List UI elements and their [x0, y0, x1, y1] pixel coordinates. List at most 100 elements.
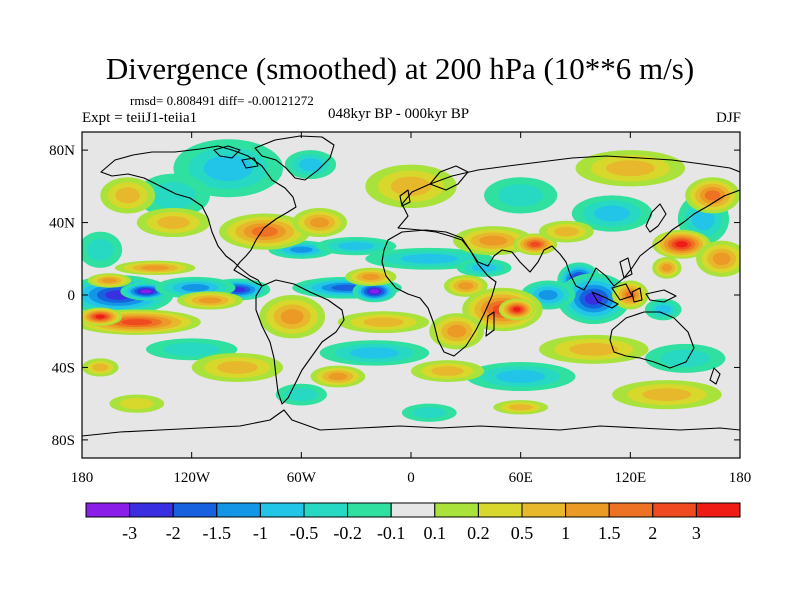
contour-band: [121, 319, 153, 326]
x-tick-label: 180: [71, 470, 94, 486]
field-anomaly-55: [410, 360, 485, 382]
field-anomaly-34: [345, 267, 397, 286]
contour-band: [157, 216, 190, 229]
field-anomaly-33: [292, 208, 348, 238]
colorbar-swatch: [608, 502, 654, 518]
contour-band: [594, 205, 630, 222]
x-tick-label: 120E: [614, 470, 646, 486]
contour-band: [310, 217, 330, 228]
contour-band: [447, 324, 467, 338]
field-anomaly-51: [100, 177, 156, 214]
contour-band: [479, 235, 508, 246]
field-anomaly-56: [538, 334, 649, 364]
y-tick-label: 40N: [49, 216, 75, 232]
colorbar-label: 0.1: [424, 523, 447, 543]
contour-band: [101, 278, 118, 284]
y-tick-label: 80N: [49, 143, 75, 159]
colorbar-label: -0.1: [377, 523, 406, 543]
x-tick-label: 60W: [287, 470, 317, 486]
field-anomaly-24: [145, 338, 238, 361]
colorbar-swatch: [390, 502, 436, 518]
colorbar-swatch: [303, 502, 349, 518]
field-anomaly-50: [365, 164, 457, 209]
field-anomaly-14: [571, 195, 653, 232]
coastline-indonesia: [591, 257, 677, 309]
field-anomaly-58: [493, 400, 549, 415]
contour-band: [538, 290, 558, 300]
field-anomaly-44: [612, 280, 649, 310]
contour-band: [431, 366, 464, 376]
coastline-south-america: [255, 279, 345, 405]
colorbar-label: -0.2: [333, 523, 362, 543]
coastline-antarctica: [82, 409, 740, 437]
field-anomaly-48: [685, 177, 740, 214]
divergence-field: [82, 132, 740, 458]
coastline-british-isles: [399, 189, 411, 207]
coastline-japan: [645, 203, 667, 233]
contour-band: [328, 372, 348, 381]
contour-band: [115, 187, 140, 204]
field-anomaly-29: [177, 291, 243, 310]
colorbar-swatch: [477, 502, 523, 518]
contour-band: [338, 242, 375, 251]
colorbar-label: 1: [561, 523, 570, 543]
field-anomaly-36: [337, 311, 430, 334]
field-anomaly-43: [538, 220, 594, 243]
field-anomaly-30: [114, 260, 196, 276]
field-anomaly-1: [120, 282, 172, 301]
contour-band: [412, 407, 447, 419]
contour-band: [119, 398, 154, 410]
coastline-arctic-islands: [213, 145, 259, 169]
x-tick-label: 120W: [173, 470, 211, 486]
contour-band: [513, 307, 521, 312]
contour-band: [400, 253, 458, 264]
contour-band: [181, 283, 210, 292]
field-anomaly-19: [484, 177, 558, 214]
contour-band: [141, 265, 170, 271]
contour-band: [458, 282, 474, 290]
colorbar-swatch: [216, 502, 261, 518]
y-tick-label: 80S: [52, 433, 75, 449]
y-tick-label: 40S: [52, 360, 75, 376]
colorbar-swatch: [565, 502, 610, 518]
contour-band: [198, 297, 222, 304]
contour-band: [498, 184, 544, 207]
contour-band: [675, 241, 688, 248]
stats-line: rmsd= 0.808491 diff= -0.00121272: [130, 93, 314, 108]
x-tick-label: 180: [729, 470, 752, 486]
colorbar-label: -1: [253, 523, 268, 543]
coastlines: [82, 135, 740, 437]
field-anomaly-59: [109, 394, 165, 413]
contour-band: [285, 387, 318, 402]
field-anomaly-39: [429, 313, 485, 350]
field-anomaly-41: [453, 226, 534, 256]
field-anomaly-45: [652, 256, 682, 279]
field-anomaly-49: [575, 150, 686, 187]
colorbar: -3 -2 -1.5 -1 -0.5 -0.2 -0.1 0.1 0.2 0.5 1 1.5 2 3: [85, 502, 741, 543]
field-anomaly-21: [319, 340, 430, 366]
colorbar-swatch: [521, 502, 567, 518]
field-anomaly-7: [315, 237, 397, 256]
contour-band: [369, 289, 380, 294]
field-anomaly-46: [652, 229, 711, 259]
contour-band: [605, 160, 655, 177]
field-anomaly-11: [557, 273, 631, 325]
x-tick-label: 60E: [509, 470, 533, 486]
contour-band: [363, 317, 404, 327]
contour-band: [554, 226, 579, 237]
contour-band: [150, 181, 196, 209]
colorbar-label: 0.5: [511, 523, 534, 543]
contour-band: [529, 241, 541, 247]
contour-band: [217, 361, 258, 374]
colorbar-label: 2: [648, 523, 657, 543]
contour-band: [92, 363, 109, 372]
field-anomaly-32: [219, 213, 311, 250]
field-anomaly-20: [82, 231, 123, 268]
period-label: 048kyr BP - 000kyr BP: [328, 106, 470, 122]
coastline-greenland: [254, 135, 335, 181]
contour-band: [642, 388, 692, 402]
contour-band: [350, 347, 399, 359]
contour-band: [289, 246, 313, 253]
coastline-scandinavia: [429, 165, 469, 191]
